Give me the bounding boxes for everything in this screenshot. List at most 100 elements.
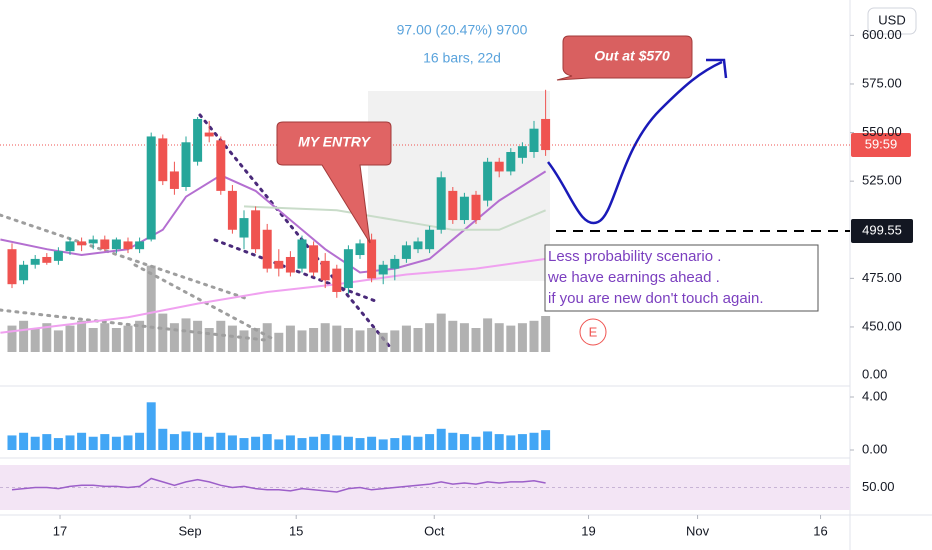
volume-bar	[251, 328, 261, 352]
volume-bar	[413, 436, 423, 450]
volume-bar	[262, 434, 272, 450]
volume-bar	[378, 439, 388, 450]
volume-bar	[30, 436, 40, 450]
volume-bar	[193, 432, 203, 450]
volume-bar	[285, 435, 295, 450]
volume-bar	[332, 325, 342, 352]
y-tick-label: 475.00	[862, 270, 902, 285]
volume-bar	[111, 436, 121, 450]
volume-bar	[390, 438, 400, 450]
volume-bar	[227, 435, 237, 450]
candle-body	[274, 260, 284, 269]
currency: USD	[878, 12, 905, 27]
volume-bar	[436, 428, 446, 450]
y-tick-label: 4.00	[862, 388, 887, 403]
moving-average	[243, 205, 546, 231]
candle-body	[65, 241, 75, 252]
x-tick-label: Oct	[424, 523, 445, 538]
volume-bar	[355, 330, 365, 352]
volume-bar	[367, 328, 377, 352]
candle-body	[436, 177, 446, 230]
volume-bar	[135, 432, 145, 450]
candle-body	[355, 243, 365, 256]
candle-body	[53, 251, 63, 261]
candle-body	[367, 239, 377, 279]
volume-bar	[459, 434, 469, 450]
volume-bar	[274, 332, 284, 352]
volume-bar	[169, 323, 179, 352]
volume-bar	[367, 436, 377, 450]
candle-body	[88, 239, 98, 244]
candle-body	[193, 118, 203, 162]
candle-body	[541, 118, 551, 151]
candle-body	[529, 128, 539, 153]
candle-body	[135, 241, 145, 250]
candle-body	[425, 229, 435, 250]
volume-bar	[448, 432, 458, 450]
candle-body	[169, 171, 179, 189]
volume-bar	[123, 325, 133, 352]
level-box	[851, 219, 913, 243]
volume-bar	[506, 435, 516, 450]
volume-bar	[506, 325, 516, 352]
x-tick-label: Sep	[178, 523, 201, 538]
moving-average	[0, 170, 547, 274]
volume-bar	[343, 328, 353, 352]
candle-body	[262, 229, 272, 269]
volume-bar	[529, 320, 539, 352]
candle-body	[506, 152, 516, 172]
volume-bar	[239, 330, 249, 352]
candle-body	[100, 239, 110, 250]
note-line: Less probability scenario .	[548, 248, 721, 265]
volume-bar	[483, 318, 493, 352]
note-line: we have earnings ahead .	[547, 269, 720, 286]
projection-curve	[547, 60, 723, 225]
volume-bar	[483, 431, 493, 450]
volume-bar	[77, 432, 87, 450]
candle-body	[251, 210, 261, 250]
volume-bar	[413, 328, 423, 352]
volume-bar	[494, 434, 504, 450]
volume-bar	[42, 323, 52, 352]
volume-bar	[111, 328, 121, 352]
candle-body	[459, 196, 469, 221]
volume-bar	[7, 435, 17, 450]
volume-bar	[158, 428, 168, 450]
candle-body	[413, 241, 423, 250]
drawings	[0, 58, 850, 349]
volume-bar	[517, 434, 527, 450]
volume-bar	[309, 436, 319, 450]
volume-bar	[262, 323, 272, 352]
candle-body	[42, 256, 52, 263]
volume-bar	[100, 323, 110, 352]
volume-bar	[216, 320, 226, 352]
candle-body	[517, 146, 527, 158]
candle-body	[309, 245, 319, 273]
volume-bar	[425, 434, 435, 450]
x-tick-label: 15	[289, 523, 303, 538]
candle-body	[297, 239, 307, 269]
volume-bar	[135, 320, 145, 352]
volume-bar	[332, 435, 342, 450]
projection-arrowhead	[706, 58, 728, 79]
volume-bar	[53, 330, 63, 352]
volume-bar	[181, 318, 191, 352]
candle-body	[7, 249, 17, 285]
y-tick-label: 600.00	[862, 27, 902, 42]
volume-bar	[88, 328, 98, 352]
candle-body	[181, 142, 191, 187]
candle-body	[494, 161, 504, 172]
candle-body	[19, 264, 29, 281]
currency-button[interactable]	[867, 7, 917, 35]
volume-bar	[320, 434, 330, 450]
countdown: 59:59	[865, 136, 898, 151]
volume-bar	[19, 320, 29, 352]
volume-bar	[355, 438, 365, 450]
volume-bar	[158, 313, 168, 352]
volume-bar	[146, 402, 156, 450]
volume-bar	[53, 438, 63, 450]
earnings-marker[interactable]	[579, 318, 607, 346]
candle-body	[343, 249, 353, 289]
volume-bar	[471, 328, 481, 352]
y-tick-label: 50.00	[862, 479, 895, 494]
